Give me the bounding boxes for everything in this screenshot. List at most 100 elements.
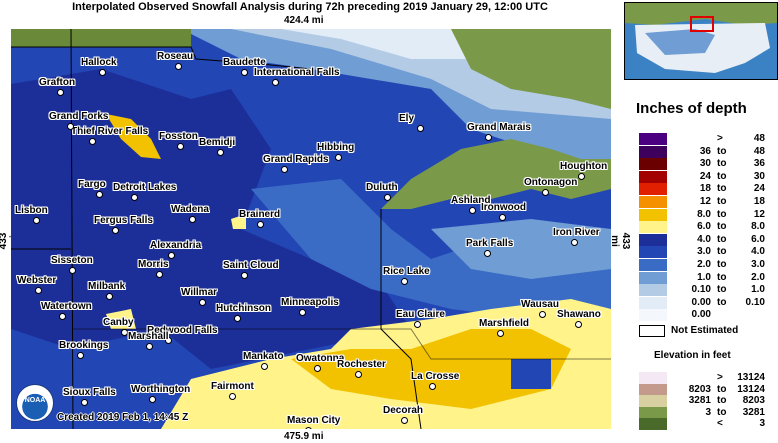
legend-swatch (639, 284, 667, 297)
city-marker (484, 250, 491, 257)
city-label: Grand Marais (467, 122, 531, 133)
legend-low: 0.10 (691, 284, 711, 296)
legend-swatch (639, 372, 667, 384)
legend-low: 8.0 (697, 208, 711, 220)
city-label: Decorah (383, 405, 424, 416)
city-marker (497, 330, 504, 337)
city-marker (189, 216, 196, 223)
not-estimated-label: Not Estimated (671, 325, 739, 336)
city-label: Rice Lake (383, 266, 430, 277)
city-label: Fairmont (211, 381, 254, 392)
city-marker (469, 207, 476, 214)
city-label: Wausau (521, 299, 559, 310)
city-marker (305, 427, 312, 429)
city-label: Redwood Falls (147, 325, 218, 336)
city-marker (89, 138, 96, 145)
city-label: Willmar (181, 287, 218, 298)
legend-to: to (717, 158, 727, 170)
city-label: Baudette (223, 57, 266, 68)
city-label: Houghton (560, 161, 608, 172)
legend-to: to (717, 383, 727, 395)
city-marker (199, 299, 206, 306)
legend-title: Inches of depth (636, 100, 747, 117)
city-label: Hibbing (317, 142, 355, 153)
city-marker (272, 79, 279, 86)
locator-box (690, 16, 714, 32)
legend-high: 48 (753, 145, 765, 157)
city-label: Canby (103, 317, 134, 328)
city-marker (156, 271, 163, 278)
city-marker (575, 321, 582, 328)
legend-to: to (717, 246, 727, 258)
legend-to: to (717, 284, 727, 296)
city-marker (77, 352, 84, 359)
city-label: Eau Claire (396, 309, 445, 320)
city-marker (299, 309, 306, 316)
legend-low: 2.0 (697, 259, 711, 270)
legend-low: 3.0 (697, 246, 711, 258)
city-marker (355, 371, 362, 378)
legend-swatch (639, 196, 667, 208)
city-marker (177, 143, 184, 150)
city-marker (429, 383, 436, 390)
city-marker (149, 396, 156, 403)
city-marker (106, 293, 113, 300)
city-marker (539, 311, 546, 318)
city-marker (146, 343, 153, 350)
legend-low: 1.0 (697, 271, 711, 283)
city-marker (57, 89, 64, 96)
legend-high: 36 (753, 158, 765, 170)
city-marker (217, 149, 224, 156)
snowfall-map-shading (11, 29, 611, 429)
city-marker (33, 217, 40, 224)
top-distance: 424.4 mi (284, 15, 324, 26)
city-label: Grand Forks (49, 111, 109, 122)
legend-low: 12 (699, 196, 711, 207)
city-label: Fargo (78, 179, 106, 190)
legend-to: to (717, 259, 727, 270)
legend-low: 30 (699, 158, 711, 170)
city-marker (241, 272, 248, 279)
legend-swatch (639, 395, 667, 407)
snowfall-map[interactable]: NOAA Created 2019 Feb 1, 14:45 Z Hallock… (11, 29, 611, 429)
city-marker (131, 194, 138, 201)
legend-to: > (717, 372, 723, 383)
city-marker (112, 227, 119, 234)
city-label: Ontonagon (524, 177, 578, 188)
city-marker (414, 321, 421, 328)
city-label: Mankato (243, 351, 284, 362)
city-label: Hallock (81, 57, 117, 68)
legend-high: 2.0 (751, 271, 765, 283)
city-label: Detroit Lakes (113, 182, 177, 193)
legend-to: to (717, 145, 727, 157)
city-label: Milbank (88, 281, 126, 292)
city-label: Sisseton (51, 255, 93, 266)
city-marker (69, 267, 76, 274)
legend-swatch (639, 383, 667, 396)
city-label: Bemidji (199, 137, 236, 148)
city-label: Lisbon (15, 205, 48, 216)
city-label: Grand Rapids (263, 154, 329, 165)
city-label: Saint Cloud (223, 260, 279, 271)
city-label: Fosston (159, 131, 198, 142)
legend-low: 3281 (688, 395, 711, 406)
legend-swatch (639, 170, 667, 183)
city-marker (165, 337, 172, 344)
legend-swatch (639, 183, 667, 196)
city-marker (168, 252, 175, 259)
legend-low: 8203 (688, 383, 711, 395)
legend-to: < (717, 418, 723, 429)
right-distance: 433 mi (609, 232, 631, 250)
city-marker (578, 173, 585, 180)
legend-high: 30 (753, 170, 765, 182)
legend-swatch (639, 221, 667, 234)
legend-low: 24 (699, 170, 711, 182)
city-label: Grafton (39, 77, 76, 88)
city-marker (175, 63, 182, 70)
city-marker (542, 189, 549, 196)
map-title: Interpolated Observed Snowfall Analysis … (72, 1, 548, 13)
city-label: Owatonna (296, 353, 345, 364)
city-marker (96, 191, 103, 198)
legend-high: 13124 (737, 383, 765, 395)
city-marker (59, 313, 66, 320)
